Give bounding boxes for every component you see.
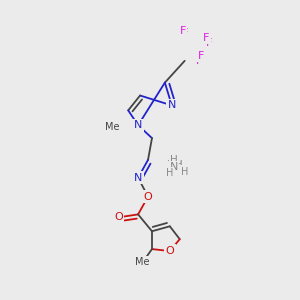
Text: O: O (165, 246, 174, 256)
Text: H: H (170, 155, 178, 165)
Text: H: H (181, 167, 188, 177)
Text: N: N (134, 173, 142, 183)
Text: N: N (134, 120, 142, 130)
Text: Me: Me (105, 122, 120, 132)
Text: N: N (169, 162, 178, 172)
Text: NH: NH (167, 160, 183, 170)
Text: H: H (166, 168, 173, 178)
Text: F: F (182, 28, 188, 38)
Text: O: O (144, 192, 152, 202)
Text: N: N (168, 100, 176, 110)
Text: O: O (114, 212, 123, 222)
Text: F: F (203, 33, 210, 43)
Text: F: F (198, 51, 205, 61)
Text: Me: Me (135, 258, 149, 268)
Text: F: F (196, 56, 203, 66)
Text: Me: Me (105, 122, 120, 132)
Text: F: F (179, 26, 186, 36)
Text: Me: Me (135, 257, 149, 267)
Text: F: F (206, 38, 213, 48)
